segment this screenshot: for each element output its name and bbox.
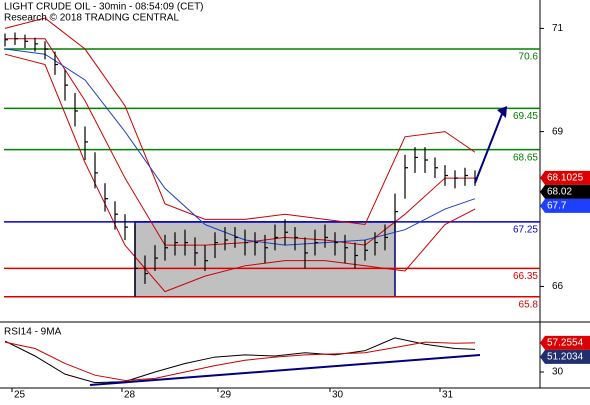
price-box-label: 51.2034 (547, 352, 584, 363)
indicator-line (4, 17, 476, 226)
chart-title: LIGHT CRUDE OIL - 30min - 08:54:09 (CET) (4, 2, 204, 13)
x-tick-label: 30 (332, 390, 344, 400)
chart-subtitle: Research © 2018 TRADING CENTRAL (4, 13, 179, 24)
level-label: 68.65 (513, 152, 538, 163)
forecast-arrow (474, 113, 503, 184)
rsi-line (4, 341, 476, 382)
level-label: 70.6 (519, 52, 539, 63)
y-tick-label: 66 (552, 281, 564, 292)
indicator-line (4, 53, 476, 293)
x-tick-label: 29 (220, 390, 232, 400)
price-box-label: 68.02 (547, 187, 572, 198)
level-label: 65.8 (519, 299, 539, 310)
level-label: 69.45 (513, 111, 538, 122)
arrow-head (497, 106, 507, 118)
price-box-label: 68.1025 (547, 173, 584, 184)
x-tick-label: 28 (124, 390, 136, 400)
rsi-y-tick-label: 30 (552, 367, 564, 378)
price-box (540, 184, 590, 199)
price-box (540, 349, 590, 364)
plot-layer (4, 17, 478, 384)
x-tick-label: 31 (442, 390, 454, 400)
x-tick-label: 25 (14, 390, 26, 400)
rsi-trendline (89, 354, 481, 386)
level-label: 66.35 (513, 271, 538, 282)
y-tick-label: 69 (552, 126, 564, 137)
price-box-label: 57.2554 (547, 338, 584, 349)
rsi-line (4, 337, 476, 384)
price-box-label: 67.7 (547, 201, 567, 212)
rsi-title: RSI14 - 9MA (4, 327, 62, 338)
price-box (540, 335, 590, 350)
level-label: 67.25 (513, 225, 538, 236)
y-tick-label: 71 (552, 23, 564, 34)
price-box (540, 198, 590, 213)
price-box (540, 170, 590, 185)
